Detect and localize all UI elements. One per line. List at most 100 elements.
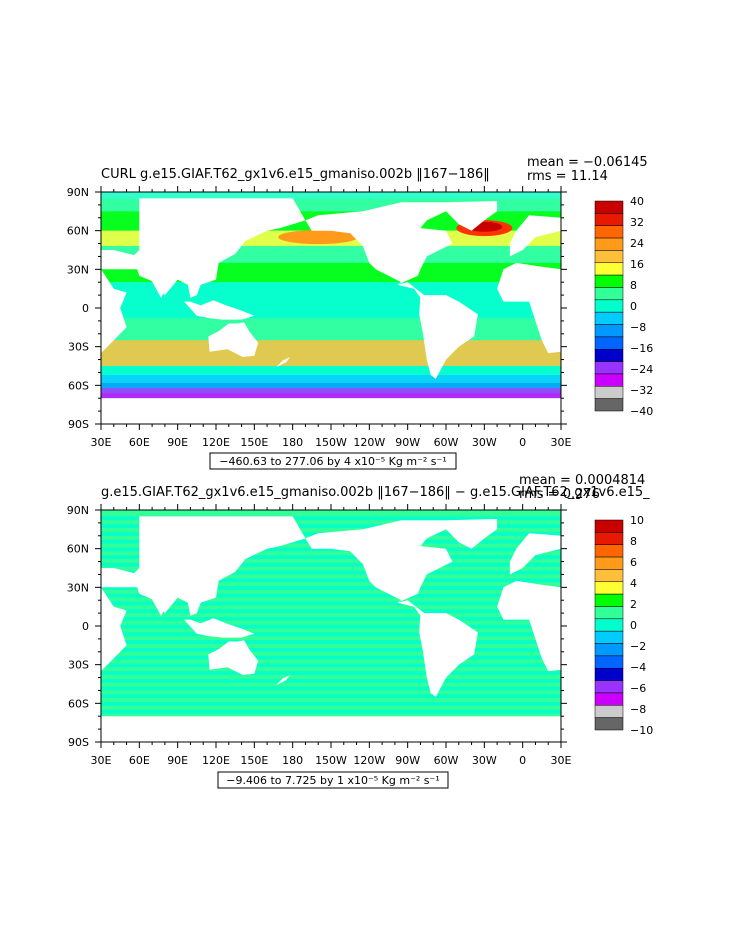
land-mass [101, 250, 140, 270]
field-band [101, 375, 561, 383]
colorbar-label: −6 [630, 682, 646, 695]
colorbar-label: 4 [630, 577, 637, 590]
lat-label: 90N [67, 504, 89, 517]
ocean-field [101, 510, 561, 742]
field-band [101, 601, 561, 606]
colorbar-label: 16 [630, 258, 644, 271]
field-band [101, 282, 561, 298]
colorbar-swatch [594, 655, 624, 669]
field-band [101, 632, 561, 637]
land-mass [276, 357, 291, 368]
colorbar-swatch [594, 200, 624, 214]
land-mass [132, 198, 306, 298]
lon-label: 90E [167, 754, 188, 767]
mean-stat: mean = −0.06145 [527, 155, 648, 170]
field-band [101, 366, 561, 376]
lat-label: 30N [67, 263, 89, 276]
field-band [101, 393, 561, 399]
lon-label: 90W [395, 436, 420, 449]
field-band [101, 686, 561, 691]
field-band [101, 547, 561, 552]
colorbar-swatch [594, 361, 624, 375]
lon-label: 30E [551, 754, 572, 767]
colorbar-label: 0 [630, 619, 637, 632]
field-band [101, 297, 561, 319]
rms-stat: rms = 0.276 [519, 487, 600, 502]
ocean-field [101, 192, 561, 424]
colorbar-swatch [594, 398, 624, 412]
colorbar-swatch [594, 213, 624, 226]
lon-label: 30E [551, 436, 572, 449]
land-mass [132, 516, 306, 616]
field-band [101, 640, 561, 645]
lat-label: 30S [68, 341, 89, 354]
colorbar-swatch [594, 324, 624, 338]
colorbar-label: −8 [630, 703, 646, 716]
lon-label: 60W [434, 436, 459, 449]
colorbar-label: −40 [630, 405, 653, 418]
field-band [101, 593, 561, 598]
colorbar-label: −4 [630, 661, 646, 674]
lat-label: 0 [82, 620, 89, 633]
colorbar-label: −8 [630, 321, 646, 334]
field-band [101, 678, 561, 683]
lon-label: 30W [472, 436, 497, 449]
colorbar-swatch [594, 569, 624, 583]
colorbar-label: −16 [630, 342, 653, 355]
colorbar-swatch [594, 643, 624, 657]
land-mass [101, 568, 140, 588]
rms-stat: rms = 11.14 [527, 169, 608, 184]
lon-label: 60W [434, 754, 459, 767]
colorbar-swatch [594, 630, 624, 644]
colorbar-swatch [594, 667, 624, 681]
field-band [101, 586, 561, 590]
colorbar-swatch [594, 680, 624, 694]
lon-label: 180 [282, 436, 303, 449]
lon-label: 150W [315, 754, 347, 767]
colorbar-label: −32 [630, 384, 653, 397]
lon-label: 150W [315, 436, 347, 449]
lon-label: 90W [395, 754, 420, 767]
lon-label: 120W [353, 754, 385, 767]
field-band [101, 655, 561, 660]
land-mass [446, 519, 498, 549]
lat-label: 60S [68, 697, 89, 710]
field-band [101, 624, 561, 629]
lon-label: 30E [91, 436, 112, 449]
field-band [101, 616, 561, 621]
land-mass [509, 215, 561, 257]
colorbar-label: −2 [630, 640, 646, 653]
colorbar-label: 0 [630, 300, 637, 313]
caption-text: −9.406 to 7.725 by 1 x10⁻⁵ Kg m⁻² s⁻¹ [226, 774, 440, 787]
land-mass [509, 533, 561, 575]
lat-label: 0 [82, 302, 89, 315]
lon-label: 120W [353, 436, 385, 449]
colorbar-label: 10 [630, 514, 644, 527]
lon-label: 120E [202, 754, 230, 767]
colorbar-swatch [594, 287, 624, 301]
mean-stat: mean = 0.0004814 [519, 473, 645, 488]
colorbar-swatch [594, 373, 624, 387]
colorbar-label: 24 [630, 237, 644, 250]
panel-title: CURL g.e15.GIAF.T62_gx1v6.e15_gmaniso.00… [101, 167, 490, 182]
lon-label: 60E [129, 754, 150, 767]
colorbar-swatch [594, 618, 624, 632]
colorbar-swatch [594, 348, 624, 362]
colorbar-swatch [594, 225, 624, 239]
field-band [101, 578, 561, 583]
lon-label: 150E [240, 436, 268, 449]
colorbar-swatch [594, 556, 624, 570]
land-mass [397, 600, 425, 616]
colorbar-swatch [594, 262, 624, 276]
colorbar-swatch [594, 336, 624, 350]
lon-label: 30E [91, 754, 112, 767]
lon-label: 0 [519, 436, 526, 449]
lon-label: 30W [472, 754, 497, 767]
lon-label: 0 [519, 754, 526, 767]
field-band [101, 694, 561, 699]
land-mass [184, 618, 255, 638]
colorbar-label: −10 [630, 724, 653, 737]
colorbar-label: 2 [630, 598, 637, 611]
colorbar-swatch [594, 274, 624, 288]
lon-label: 90E [167, 436, 188, 449]
